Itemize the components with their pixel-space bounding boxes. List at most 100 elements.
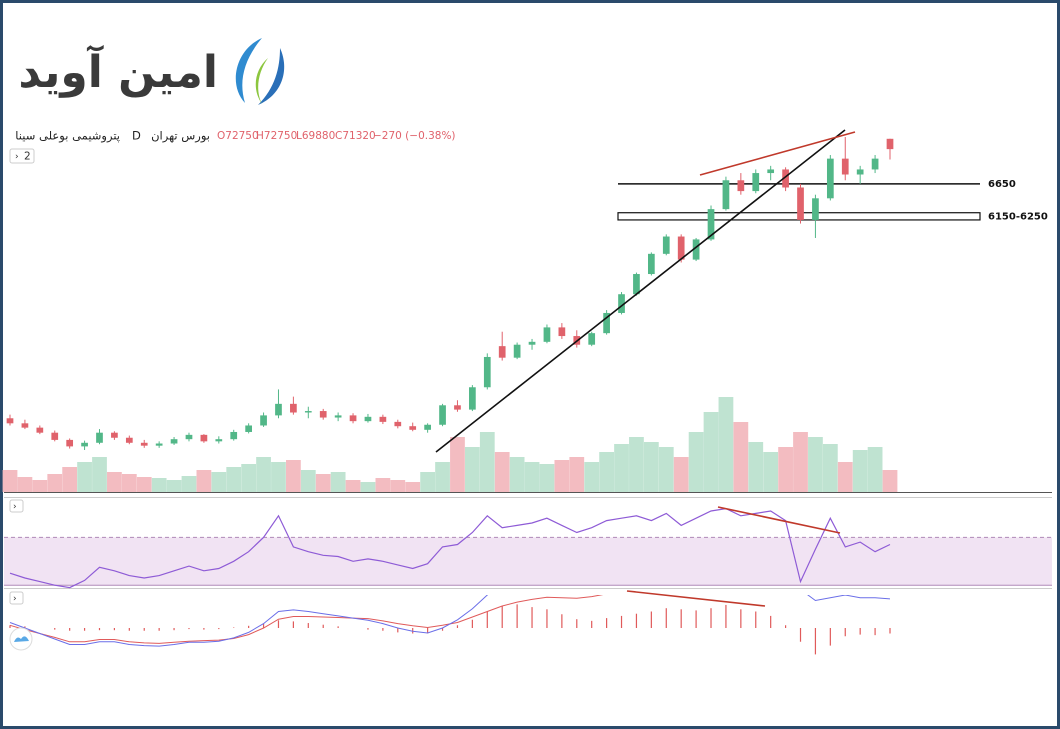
candle-body: [513, 344, 521, 358]
volume-bar: [107, 472, 122, 492]
candle-body: [215, 439, 223, 442]
candle-body: [394, 421, 402, 427]
quote-change: −270 (−0.38%): [373, 130, 456, 142]
volume-bar: [2, 470, 18, 492]
macd-line: [9, 595, 891, 647]
candle-body: [528, 341, 536, 345]
indicator-count: 2: [24, 151, 31, 163]
volume-bar: [748, 442, 764, 492]
volume-bar: [17, 477, 33, 492]
candle-body: [662, 236, 670, 254]
candle-body: [812, 198, 819, 220]
candle-body: [439, 405, 446, 425]
volume-bar: [464, 447, 480, 492]
volume-bar: [211, 472, 227, 492]
quote-low: L69880: [296, 130, 335, 142]
volume-bar: [808, 437, 823, 492]
candle-body: [304, 411, 312, 413]
volume-bar: [345, 480, 361, 492]
volume-bar: [852, 450, 868, 492]
candle-body: [185, 434, 193, 440]
candle-body: [140, 442, 148, 446]
volume-bar: [569, 457, 585, 492]
indicator-toggle[interactable]: [9, 148, 35, 164]
candle-body: [200, 434, 208, 442]
volume-bar: [882, 470, 898, 492]
candle-body: [826, 158, 834, 199]
volume-bar: [47, 474, 63, 492]
candle-body: [6, 418, 14, 424]
exchange: بورس تهران: [151, 129, 210, 144]
logo-mark: [258, 48, 285, 105]
volume-bar: [390, 480, 406, 492]
candle-body: [409, 426, 417, 430]
candle-body: [841, 158, 849, 175]
volume-bar: [196, 470, 212, 492]
candle-body: [424, 424, 431, 430]
candle-body: [334, 415, 342, 418]
candle-body: [498, 346, 506, 358]
candle-body: [81, 442, 88, 447]
level-label: 6150-6250: [988, 211, 1048, 222]
candle-body: [722, 180, 730, 210]
candle-body: [125, 437, 133, 443]
pane-toggle[interactable]: [9, 591, 24, 605]
candle-body: [543, 327, 551, 342]
rsi-line: [9, 507, 891, 589]
level-label: 6650: [988, 179, 1016, 190]
volume-bar: [867, 447, 883, 492]
volume-bar: [599, 452, 614, 492]
candle-body: [275, 403, 282, 416]
volume-bar: [420, 472, 436, 492]
logo-mark: [255, 58, 268, 104]
volume-bar: [554, 460, 570, 492]
candle-body: [170, 439, 178, 444]
quote-open: O72750: [217, 130, 259, 142]
volume-bar: [181, 476, 197, 492]
candle-body: [260, 415, 267, 426]
volume-bar: [300, 470, 316, 492]
candle-body: [319, 411, 327, 418]
trendline: [435, 129, 846, 453]
volume-bar: [330, 472, 346, 492]
chevron: ›: [15, 152, 19, 162]
pane-toggle[interactable]: [9, 499, 24, 513]
candle-body: [648, 253, 655, 275]
candle-body: [21, 423, 29, 428]
candle-body: [633, 274, 640, 295]
chevron: ›: [13, 594, 17, 604]
volume-bar: [435, 462, 450, 492]
volume-bar: [509, 457, 525, 492]
volume-bar: [763, 452, 779, 492]
volume-bar: [375, 478, 391, 492]
volume-bar: [450, 437, 465, 492]
candle-body: [588, 333, 596, 345]
volume-bar: [256, 457, 271, 492]
candle-body: [364, 416, 372, 422]
candle-body: [36, 427, 44, 433]
candle-body: [454, 405, 461, 410]
volume-bar: [793, 432, 808, 492]
volume-bar: [32, 480, 48, 492]
volume-bar: [121, 474, 137, 492]
volume-bar: [822, 444, 838, 492]
macd-pane: [9, 595, 891, 655]
interval: D: [132, 129, 141, 143]
logo-text: امین آوید: [18, 44, 218, 98]
candle-body: [155, 443, 163, 446]
volume-bar: [688, 432, 704, 492]
candle-body: [677, 236, 685, 260]
candle-body: [245, 425, 252, 432]
volume-bar: [405, 482, 421, 492]
volume-bar: [673, 457, 689, 492]
rsi-band: [4, 537, 1052, 586]
candle-body: [856, 169, 864, 175]
candle-body: [767, 169, 775, 174]
volume-bar: [136, 477, 152, 492]
candle-body: [349, 415, 357, 422]
volume-bar: [733, 422, 749, 492]
candle-body: [469, 387, 476, 410]
volume-bar: [494, 452, 510, 492]
